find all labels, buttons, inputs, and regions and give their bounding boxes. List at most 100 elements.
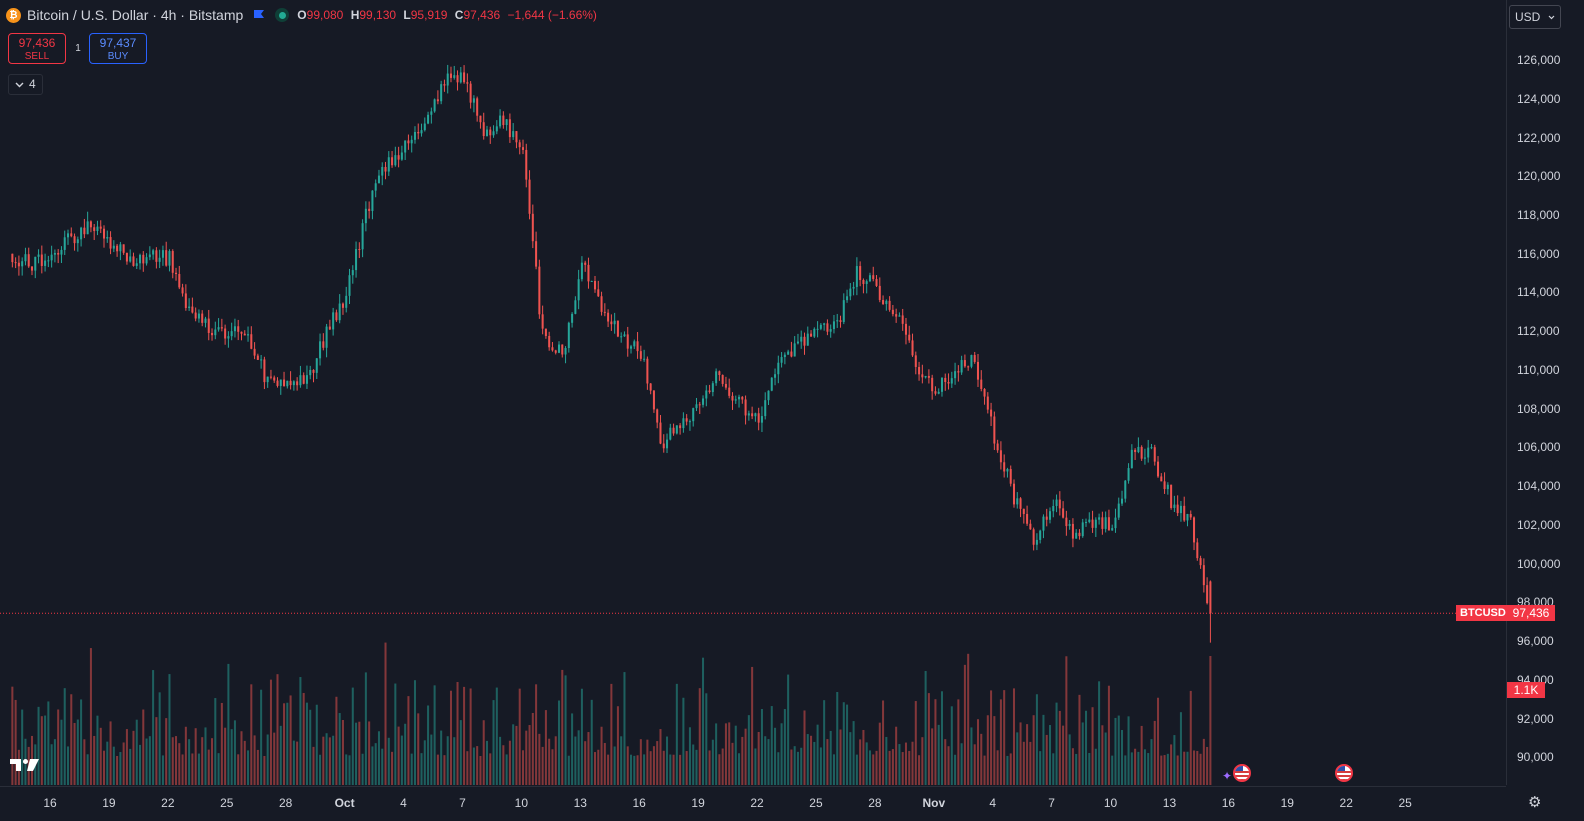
candle: [191, 306, 194, 313]
volume-bar: [518, 688, 521, 785]
candle: [387, 157, 390, 172]
volume-bar: [404, 723, 407, 785]
volume-bar: [891, 749, 894, 785]
tradingview-logo[interactable]: [10, 757, 40, 778]
candle: [1019, 498, 1022, 509]
candle: [325, 326, 328, 348]
candle: [813, 328, 816, 337]
volume-bar: [335, 696, 338, 785]
candle: [764, 400, 767, 417]
volume-bar: [289, 695, 292, 785]
candle: [1117, 503, 1120, 518]
candle: [895, 314, 898, 317]
candle: [1055, 499, 1058, 506]
volume-bar: [970, 727, 973, 785]
volume-bar: [191, 753, 194, 785]
volume-bar: [161, 755, 164, 785]
candle: [692, 408, 695, 422]
candle: [888, 300, 891, 310]
candle: [839, 320, 842, 322]
candle: [793, 343, 796, 357]
settings-icon[interactable]: ⚙: [1528, 794, 1542, 811]
candle: [34, 256, 37, 271]
currency-value: USD: [1515, 10, 1541, 24]
candle: [99, 226, 102, 229]
volume-bar: [803, 710, 806, 785]
candle: [463, 72, 466, 83]
candle: [816, 328, 819, 330]
candle: [201, 313, 204, 323]
candle: [1193, 517, 1196, 543]
volume-bar: [453, 737, 456, 785]
us-flag-icon[interactable]: [1335, 764, 1353, 782]
volume-bar: [885, 736, 888, 785]
chart-area[interactable]: [0, 0, 1504, 785]
volume-bar: [204, 727, 207, 785]
volume-bar: [119, 752, 122, 785]
candle: [466, 82, 469, 84]
candle: [453, 75, 456, 78]
volume-bar: [178, 743, 181, 785]
volume-bar: [99, 727, 102, 785]
volume-bar: [751, 666, 754, 785]
volume-bar: [302, 692, 305, 785]
time-tick: 4: [400, 796, 407, 810]
volume-bar: [243, 740, 246, 785]
volume-bar: [544, 710, 547, 785]
candle: [541, 314, 544, 329]
price-tick: 110,000: [1517, 362, 1560, 377]
candle: [410, 139, 413, 144]
candle: [757, 413, 760, 423]
sell-button[interactable]: 97,436 SELL: [8, 33, 66, 64]
candle: [220, 327, 223, 329]
candle: [440, 84, 443, 102]
volume-bar: [60, 719, 63, 785]
symbol-title[interactable]: Bitcoin / U.S. Dollar · 4h · Bitstamp: [27, 7, 244, 23]
volume-bar: [666, 736, 669, 785]
volume-bar: [1153, 720, 1156, 785]
time-axis[interactable]: 16 19 22 25 28 Oct 4 7 10 13 16 19 22 25 28 Nov 4 7 10 13 16…: [0, 786, 1506, 821]
candle: [940, 377, 943, 392]
spark-icon[interactable]: ✦: [1222, 769, 1233, 783]
volume-bar: [829, 730, 832, 785]
flag-icon[interactable]: [253, 9, 265, 21]
candle: [603, 311, 606, 313]
buy-button[interactable]: 97,437 BUY: [89, 33, 147, 64]
volume-bar: [1098, 681, 1101, 785]
volume-bar: [839, 729, 842, 785]
volume-bar: [1104, 732, 1107, 785]
candle: [263, 359, 266, 383]
volume-bar: [767, 739, 770, 785]
volume-bar: [319, 754, 322, 785]
volume-bar: [1166, 753, 1169, 785]
volume-bar: [479, 755, 482, 785]
price-chart[interactable]: [0, 0, 1504, 785]
us-flag-icon[interactable]: [1233, 764, 1251, 782]
candle: [688, 421, 691, 423]
price-axis[interactable]: 128,000126,000124,000122,000120,000118,0…: [1506, 0, 1584, 785]
candle: [823, 323, 826, 325]
candle: [1006, 469, 1009, 472]
candle: [639, 351, 642, 359]
volume-bar: [299, 677, 302, 785]
indicators-toggle-button[interactable]: 4: [8, 74, 43, 95]
volume-bar: [607, 754, 610, 785]
candle: [305, 375, 308, 384]
candle: [577, 279, 580, 301]
candle: [662, 443, 665, 449]
volume-bar: [931, 728, 934, 785]
volume-bar: [155, 717, 158, 785]
candle: [322, 341, 325, 348]
candle: [882, 299, 885, 305]
volume-bar: [286, 702, 289, 785]
candle: [646, 358, 649, 384]
volume-bar: [685, 751, 688, 785]
candle: [420, 130, 423, 134]
candle: [1039, 530, 1042, 540]
candle: [1045, 516, 1048, 520]
volume-bar: [116, 755, 119, 785]
volume-bar: [466, 751, 469, 785]
time-tick: 22: [1339, 796, 1353, 810]
candle: [469, 83, 472, 103]
currency-select[interactable]: USD: [1509, 5, 1561, 29]
